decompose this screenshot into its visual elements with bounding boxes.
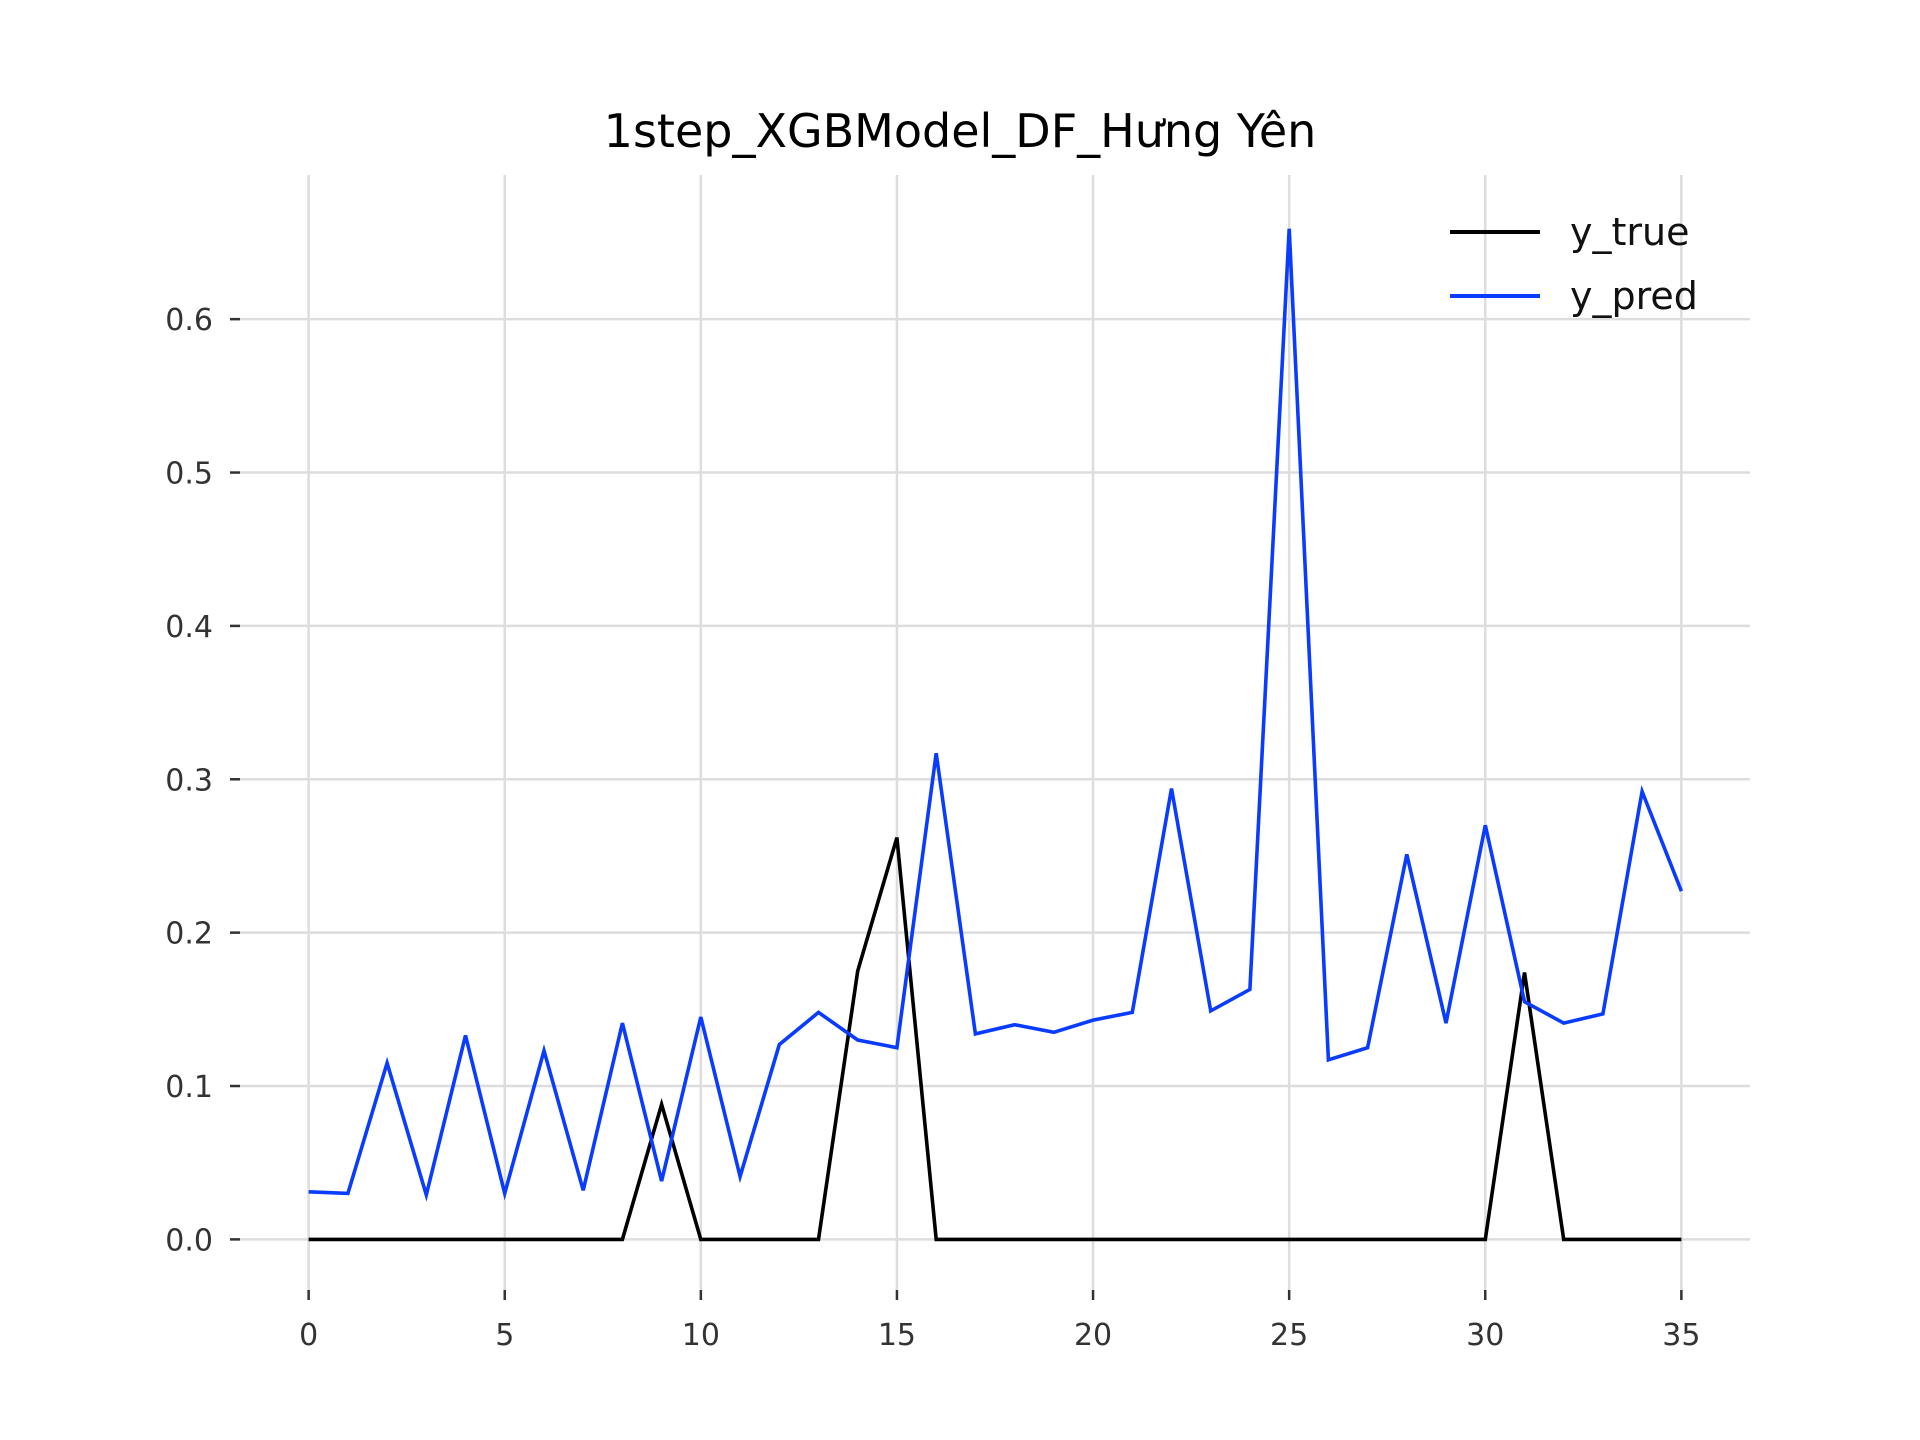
x-tick-label: 10 [682,1318,720,1353]
series-line-y-true [308,837,1682,1242]
x-tick-label: 25 [1270,1318,1308,1353]
y-tick-label: 0.0 [165,1223,213,1258]
y-tick-label: 0.2 [165,917,213,952]
legend-label-y-pred: y_pred [1570,274,1698,318]
x-tick-label: 35 [1662,1318,1700,1353]
series-group [308,228,1684,1242]
y-axis: 0.0 0.1 0.2 0.3 0.4 0.5 0.6 [165,303,240,1258]
x-tick-label: 30 [1466,1318,1504,1353]
legend: y_true y_pred [1450,210,1698,318]
y-tick-label: 0.1 [165,1070,213,1105]
x-tick-label: 15 [878,1318,916,1353]
x-tick-label: 0 [299,1318,318,1353]
y-tick-label: 0.4 [165,610,213,645]
grid [240,175,1750,1290]
legend-label-y-true: y_true [1570,210,1689,254]
chart-title: 1step_XGBModel_DF_Hưng Yên [604,104,1317,158]
x-tick-label: 20 [1074,1318,1112,1353]
x-axis: 0 5 10 15 20 25 30 35 [299,1290,1700,1353]
y-tick-label: 0.6 [165,303,213,338]
y-tick-label: 0.5 [165,457,213,492]
series-line-y-pred [308,228,1684,1202]
y-tick-label: 0.3 [165,763,213,798]
x-tick-label: 5 [495,1318,514,1353]
